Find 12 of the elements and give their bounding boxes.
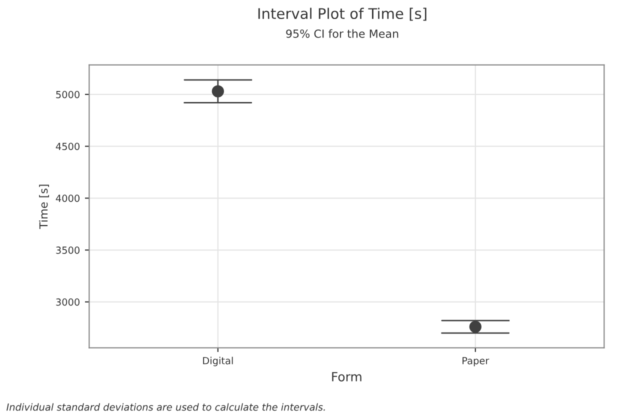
chart-subtitle: 95% CI for the Mean — [286, 29, 398, 38]
y-tick-label: 3000 — [56, 298, 80, 306]
x-tick-label: Digital — [203, 356, 233, 366]
y-tick-label: 4000 — [56, 194, 80, 202]
y-tick-label: 4500 — [56, 142, 80, 150]
text: Individual standard deviations are used to calculate the intervals. — [6, 403, 325, 411]
x-axis-title: Form — [332, 372, 362, 382]
y-axis-title: Time [s] — [39, 184, 50, 229]
y-tick-label: 3500 — [56, 246, 80, 254]
x-tick-label: Paper — [462, 357, 490, 366]
chart-title: Interval Plot of Time [s] — [258, 8, 426, 21]
y-tick-label: 5000 — [56, 90, 80, 98]
